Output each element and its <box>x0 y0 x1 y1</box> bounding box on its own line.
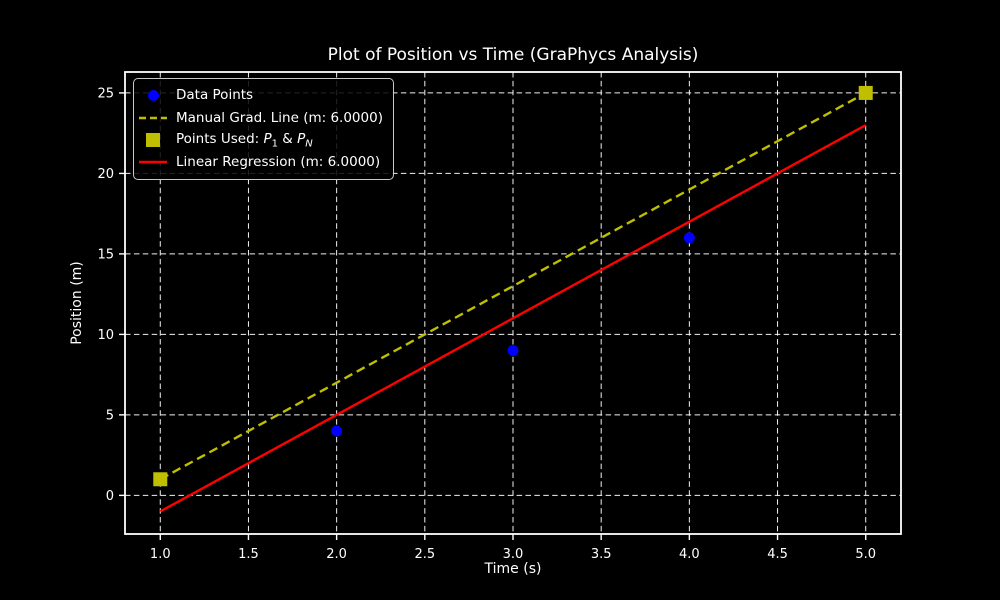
legend: Data Points Manual Grad. Line (m: 6.0000)… <box>133 78 394 180</box>
y-tick-label: 15 <box>97 247 114 262</box>
x-axis-label: Time (s) <box>484 561 542 577</box>
chart-title: Plot of Position vs Time (GraPhycs Analy… <box>327 45 699 65</box>
y-tick-label: 25 <box>97 86 114 101</box>
x-tick-label: 3.0 <box>503 547 524 562</box>
legend-square-icon <box>138 132 168 148</box>
legend-item: Manual Grad. Line (m: 6.0000) <box>138 106 383 128</box>
legend-item: Points Used: P1 & PN <box>138 129 383 151</box>
x-tick-label: 1.0 <box>150 547 171 562</box>
regression-line <box>159 124 867 513</box>
y-axis-label: Position (m) <box>69 261 85 345</box>
legend-circle-icon <box>138 87 168 103</box>
data-point-circle <box>507 344 519 356</box>
legend-label: Linear Regression (m: 6.0000) <box>176 154 381 171</box>
y-tick-label: 5 <box>106 408 114 423</box>
legend-label: Data Points <box>176 87 254 104</box>
y-tick-label: 20 <box>97 167 114 182</box>
legend-label: Points Used: P1 & PN <box>176 130 313 150</box>
data-point-square <box>153 472 168 487</box>
y-tick-label: 0 <box>106 489 114 504</box>
legend-item: Data Points <box>138 84 383 106</box>
data-point-circle <box>331 425 343 437</box>
data-point-square <box>858 85 873 100</box>
legend-label: Manual Grad. Line (m: 6.0000) <box>176 109 383 126</box>
x-tick-label: 2.0 <box>326 547 347 562</box>
y-tick-label: 10 <box>97 328 114 343</box>
legend-dashed-line-icon <box>138 110 168 126</box>
data-point-circle <box>683 232 695 244</box>
legend-item: Linear Regression (m: 6.0000) <box>138 151 383 173</box>
x-tick-label: 4.0 <box>679 547 700 562</box>
x-tick-label: 5.0 <box>855 547 876 562</box>
x-tick-label: 3.5 <box>591 547 612 562</box>
manual-gradient-line <box>159 91 867 481</box>
x-tick-label: 2.5 <box>414 547 435 562</box>
x-tick-label: 1.5 <box>238 547 259 562</box>
x-tick-label: 4.5 <box>767 547 788 562</box>
legend-solid-line-icon <box>138 154 168 170</box>
